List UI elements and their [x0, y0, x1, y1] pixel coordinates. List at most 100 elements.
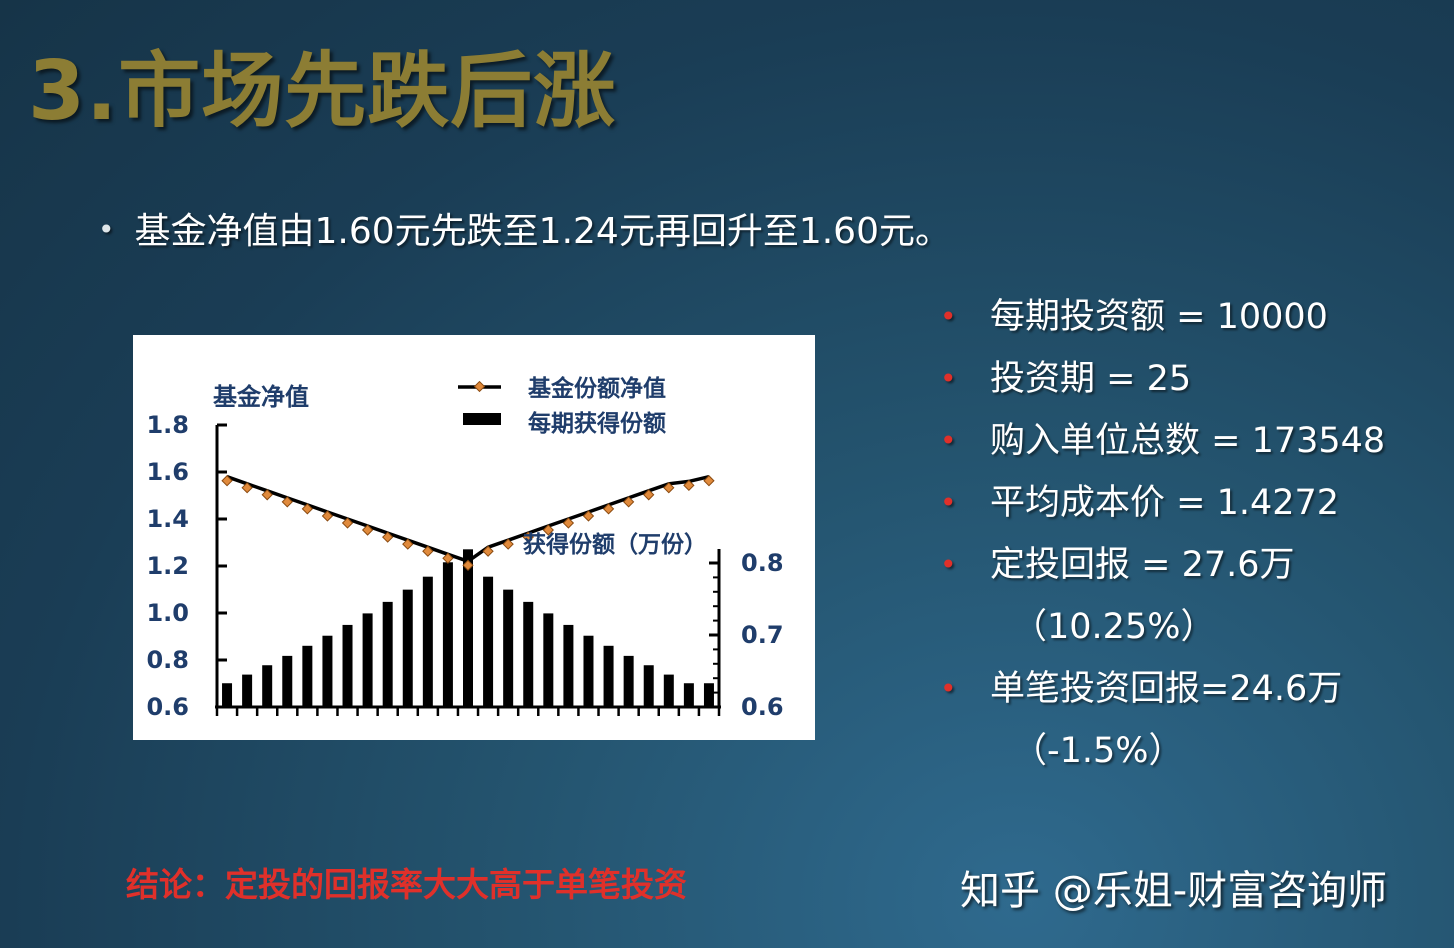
nav-marker — [582, 510, 595, 522]
stat-item: • 购入单位总数 = 173548 — [940, 410, 1440, 472]
right-ticks: 0.8 0.7 0.6 — [709, 549, 784, 721]
left-ticks: 1.8 1.6 1.4 1.2 1.0 0.8 0.6 — [146, 411, 227, 721]
nav-marker — [321, 510, 334, 522]
left-tick-label: 1.4 — [146, 505, 189, 533]
share-bar — [322, 635, 333, 707]
nav-shares-chart: 1.8 1.6 1.4 1.2 1.0 0.8 0.6 0.8 0.7 0.6 基金净值 获得份… — [146, 375, 784, 721]
bullet-dot: • — [940, 548, 957, 581]
left-tick-label: 0.6 — [146, 693, 189, 721]
right-tick-label: 0.7 — [741, 621, 784, 649]
main-bullet: • 基金净值由1.60元先跌至1.24元再回升至1.60元。 — [98, 202, 951, 254]
right-axis-label: 获得份额（万份） — [523, 531, 707, 558]
share-bar — [623, 655, 634, 707]
nav-marker — [341, 517, 354, 529]
share-bar — [442, 562, 453, 707]
nav-marker — [663, 482, 675, 494]
legend-bar-swatch — [463, 413, 501, 425]
watermark: 知乎 @乐姐-财富咨询师 — [960, 868, 1388, 914]
nav-markers — [221, 475, 715, 571]
nav-marker — [261, 489, 273, 501]
main-bullet-text: 基金净值由1.60元先跌至1.24元再回升至1.60元。 — [134, 211, 951, 252]
nav-marker — [422, 545, 434, 557]
nav-marker — [281, 496, 293, 508]
share-bar — [242, 674, 253, 707]
chart-panel: 1.8 1.6 1.4 1.2 1.0 0.8 0.6 0.8 0.7 0.6 基金净值 获得份… — [133, 335, 815, 740]
share-bar — [523, 601, 534, 707]
stat-item: • 平均成本价 = 1.4272 — [940, 472, 1440, 534]
stats-list: • 每期投资额 = 10000 • 投资期 = 25 • 购入单位总数 = 17354… — [940, 286, 1440, 782]
share-bar — [543, 613, 554, 707]
stat-label: 投资期 = 25 — [990, 359, 1192, 399]
nav-marker — [482, 545, 494, 557]
stat-sub: （10.25%） — [1012, 607, 1216, 647]
nav-marker — [301, 503, 314, 515]
share-bar — [282, 655, 293, 707]
legend-nav-label: 基金份额净值 — [528, 375, 666, 402]
share-bar — [463, 549, 473, 707]
legend-nav-diamond — [473, 380, 486, 393]
conclusion-text: 结论：定投的回报率大大高于单笔投资 — [126, 865, 687, 904]
stat-label: 每期投资额 = 10000 — [990, 297, 1328, 337]
share-bar — [683, 683, 694, 707]
stat-label: 单笔投资回报=24.6万 — [990, 669, 1343, 709]
nav-marker — [221, 475, 233, 487]
nav-marker — [643, 489, 655, 501]
share-bar — [342, 624, 353, 707]
share-bar — [483, 576, 494, 707]
share-bar — [382, 601, 393, 707]
nav-marker — [602, 503, 615, 515]
left-tick-label: 1.8 — [146, 411, 189, 439]
stat-sub: （-1.5%） — [1012, 731, 1184, 771]
nav-marker — [462, 559, 474, 571]
right-tick-label: 0.8 — [741, 549, 784, 577]
share-bar — [643, 665, 654, 707]
legend-bar-label: 每期获得份额 — [528, 410, 666, 437]
legend: 基金份额净值 每期获得份额 — [458, 375, 666, 437]
nav-marker — [361, 524, 374, 536]
nav-marker — [522, 531, 534, 543]
left-axis-label: 基金净值 — [213, 383, 309, 411]
stat-label: 平均成本价 = 1.4272 — [990, 483, 1340, 523]
nav-marker — [241, 482, 253, 494]
share-bar — [262, 665, 273, 707]
bullet-dot: • — [940, 300, 957, 333]
bullet-dot: • — [940, 424, 957, 457]
share-bar — [563, 624, 574, 707]
left-tick-label: 1.0 — [146, 599, 189, 627]
nav-marker — [502, 538, 514, 550]
x-ticks — [215, 707, 721, 716]
share-bar — [603, 645, 614, 707]
nav-marker — [562, 517, 575, 529]
share-bars — [222, 549, 714, 707]
nav-marker — [622, 496, 635, 508]
stat-label: 购入单位总数 = 173548 — [990, 421, 1386, 461]
share-bar — [583, 635, 594, 707]
nav-marker — [542, 524, 554, 536]
share-bar — [422, 576, 433, 707]
stat-item: • 定投回报 = 27.6万 （10.25%） — [940, 534, 1440, 658]
left-tick-label: 0.8 — [146, 646, 189, 674]
bullet-dot: • — [940, 672, 957, 705]
share-bar — [222, 683, 233, 707]
bullet-dot: • — [940, 486, 957, 519]
nav-marker — [382, 531, 394, 543]
share-bar — [302, 645, 313, 707]
nav-marker — [442, 552, 454, 564]
bullet-dot: • — [940, 362, 957, 395]
nav-marker — [402, 538, 414, 550]
left-tick-label: 1.2 — [146, 552, 189, 580]
share-bar — [503, 589, 514, 707]
bullet-dot: • — [98, 213, 115, 246]
share-bar — [362, 613, 373, 707]
slide-title: 3.市场先跌后涨 — [28, 44, 617, 139]
stat-item: • 投资期 = 25 — [940, 348, 1440, 410]
nav-marker — [683, 479, 695, 492]
stat-label: 定投回报 = 27.6万 — [990, 545, 1295, 585]
share-bar — [402, 589, 413, 707]
share-bar — [703, 683, 714, 707]
nav-marker — [703, 475, 715, 487]
left-tick-label: 1.6 — [146, 458, 189, 486]
stat-item: • 每期投资额 = 10000 — [940, 286, 1440, 348]
right-tick-label: 0.6 — [741, 693, 784, 721]
share-bar — [663, 674, 674, 707]
